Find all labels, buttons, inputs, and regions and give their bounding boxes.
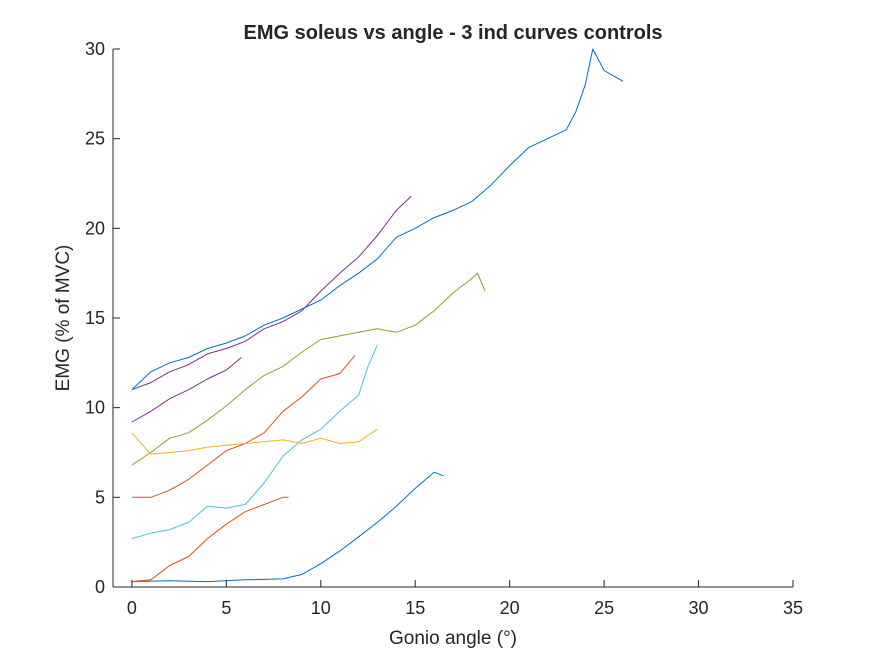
x-tick-label: 0: [127, 598, 137, 618]
y-axis-label: EMG (% of MVC): [53, 245, 74, 392]
y-tick-label: 0: [95, 577, 105, 597]
series-line-2: [131, 496, 289, 583]
series-line-3: [131, 344, 378, 540]
y-tick-label: 10: [85, 398, 105, 418]
series-line-9: [131, 48, 624, 391]
x-tick-label: 5: [221, 598, 231, 618]
chart-title: EMG soleus vs angle - 3 ind curves contr…: [243, 22, 662, 44]
x-axis-ticks: 0 5 10 15 20 25 30 35: [127, 580, 803, 618]
x-tick-label: 15: [405, 598, 425, 618]
series-line-7: [131, 357, 242, 423]
y-tick-label: 5: [95, 487, 105, 507]
y-tick-label: 20: [85, 218, 105, 238]
series-layer: [131, 48, 624, 583]
x-tick-label: 25: [594, 598, 614, 618]
y-axis-ticks: 0 5 10 15 20 25 30: [85, 39, 120, 597]
y-tick-label: 30: [85, 39, 105, 59]
x-tick-label: 30: [689, 598, 709, 618]
series-line-1: [131, 471, 444, 583]
series-line-6: [131, 272, 486, 466]
series-line-8: [131, 195, 412, 391]
x-tick-label: 35: [783, 598, 803, 618]
x-tick-label: 20: [500, 598, 520, 618]
y-tick-label: 25: [85, 129, 105, 149]
x-tick-label: 10: [311, 598, 331, 618]
y-tick-label: 15: [85, 308, 105, 328]
series-line-5: [131, 428, 378, 455]
x-axis-label: Gonio angle (°): [389, 628, 517, 649]
